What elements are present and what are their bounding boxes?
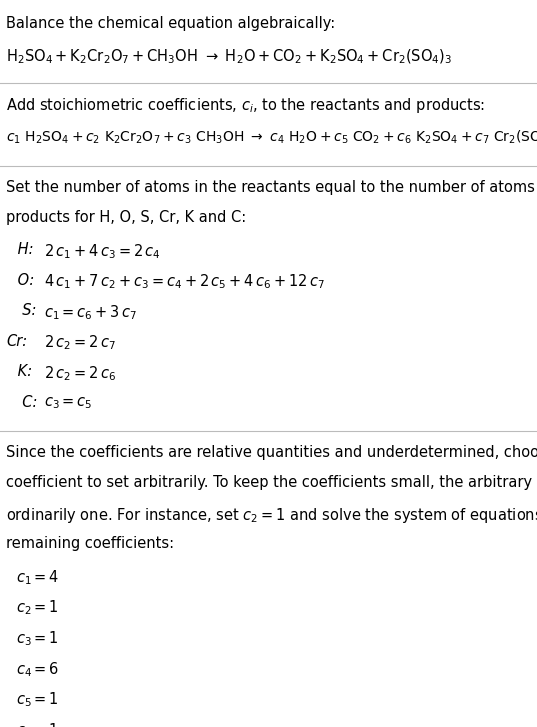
Text: $c_1\ \mathrm{H_2SO_4} + c_2\ \mathrm{K_2Cr_2O_7} + c_3\ \mathrm{CH_3OH}\ \right: $c_1\ \mathrm{H_2SO_4} + c_2\ \mathrm{K_… (6, 129, 537, 145)
Text: Balance the chemical equation algebraically:: Balance the chemical equation algebraica… (6, 16, 336, 31)
Text: Cr:: Cr: (6, 334, 27, 349)
Text: $c_2 = 1$: $c_2 = 1$ (16, 599, 59, 617)
Text: H:: H: (13, 242, 34, 257)
Text: products for H, O, S, Cr, K and C:: products for H, O, S, Cr, K and C: (6, 210, 246, 225)
Text: ordinarily one. For instance, set $c_2 = 1$ and solve the system of equations fo: ordinarily one. For instance, set $c_2 =… (6, 506, 537, 525)
Text: remaining coefficients:: remaining coefficients: (6, 537, 175, 551)
Text: K:: K: (13, 364, 33, 379)
Text: S:: S: (13, 303, 37, 318)
Text: Set the number of atoms in the reactants equal to the number of atoms in the: Set the number of atoms in the reactants… (6, 180, 537, 195)
Text: Add stoichiometric coefficients, $c_i$, to the reactants and products:: Add stoichiometric coefficients, $c_i$, … (6, 96, 485, 116)
Text: $c_4 = 6$: $c_4 = 6$ (16, 660, 60, 678)
Text: $c_1 = 4$: $c_1 = 4$ (16, 569, 60, 587)
Text: $c_3 = c_5$: $c_3 = c_5$ (44, 395, 93, 411)
Text: $c_5 = 1$: $c_5 = 1$ (16, 691, 59, 709)
Text: coefficient to set arbitrarily. To keep the coefficients small, the arbitrary va: coefficient to set arbitrarily. To keep … (6, 475, 537, 490)
Text: $2\,c_2 = 2\,c_7$: $2\,c_2 = 2\,c_7$ (44, 334, 116, 353)
Text: $c_1 = c_6 + 3\,c_7$: $c_1 = c_6 + 3\,c_7$ (44, 303, 137, 322)
Text: $2\,c_2 = 2\,c_6$: $2\,c_2 = 2\,c_6$ (44, 364, 117, 383)
Text: $c_3 = 1$: $c_3 = 1$ (16, 630, 59, 648)
Text: C:: C: (13, 395, 38, 410)
Text: $4\,c_1 + 7\,c_2 + c_3 = c_4 + 2\,c_5 + 4\,c_6 + 12\,c_7$: $4\,c_1 + 7\,c_2 + c_3 = c_4 + 2\,c_5 + … (44, 273, 325, 292)
Text: Since the coefficients are relative quantities and underdetermined, choose a: Since the coefficients are relative quan… (6, 445, 537, 459)
Text: O:: O: (13, 273, 35, 288)
Text: $c_6 = 1$: $c_6 = 1$ (16, 721, 59, 727)
Text: $\mathrm{H_2SO_4 + K_2Cr_2O_7 + CH_3OH\ \rightarrow\ H_2O + CO_2 + K_2SO_4 + Cr_: $\mathrm{H_2SO_4 + K_2Cr_2O_7 + CH_3OH\ … (6, 48, 453, 66)
Text: $2\,c_1 + 4\,c_3 = 2\,c_4$: $2\,c_1 + 4\,c_3 = 2\,c_4$ (44, 242, 161, 261)
